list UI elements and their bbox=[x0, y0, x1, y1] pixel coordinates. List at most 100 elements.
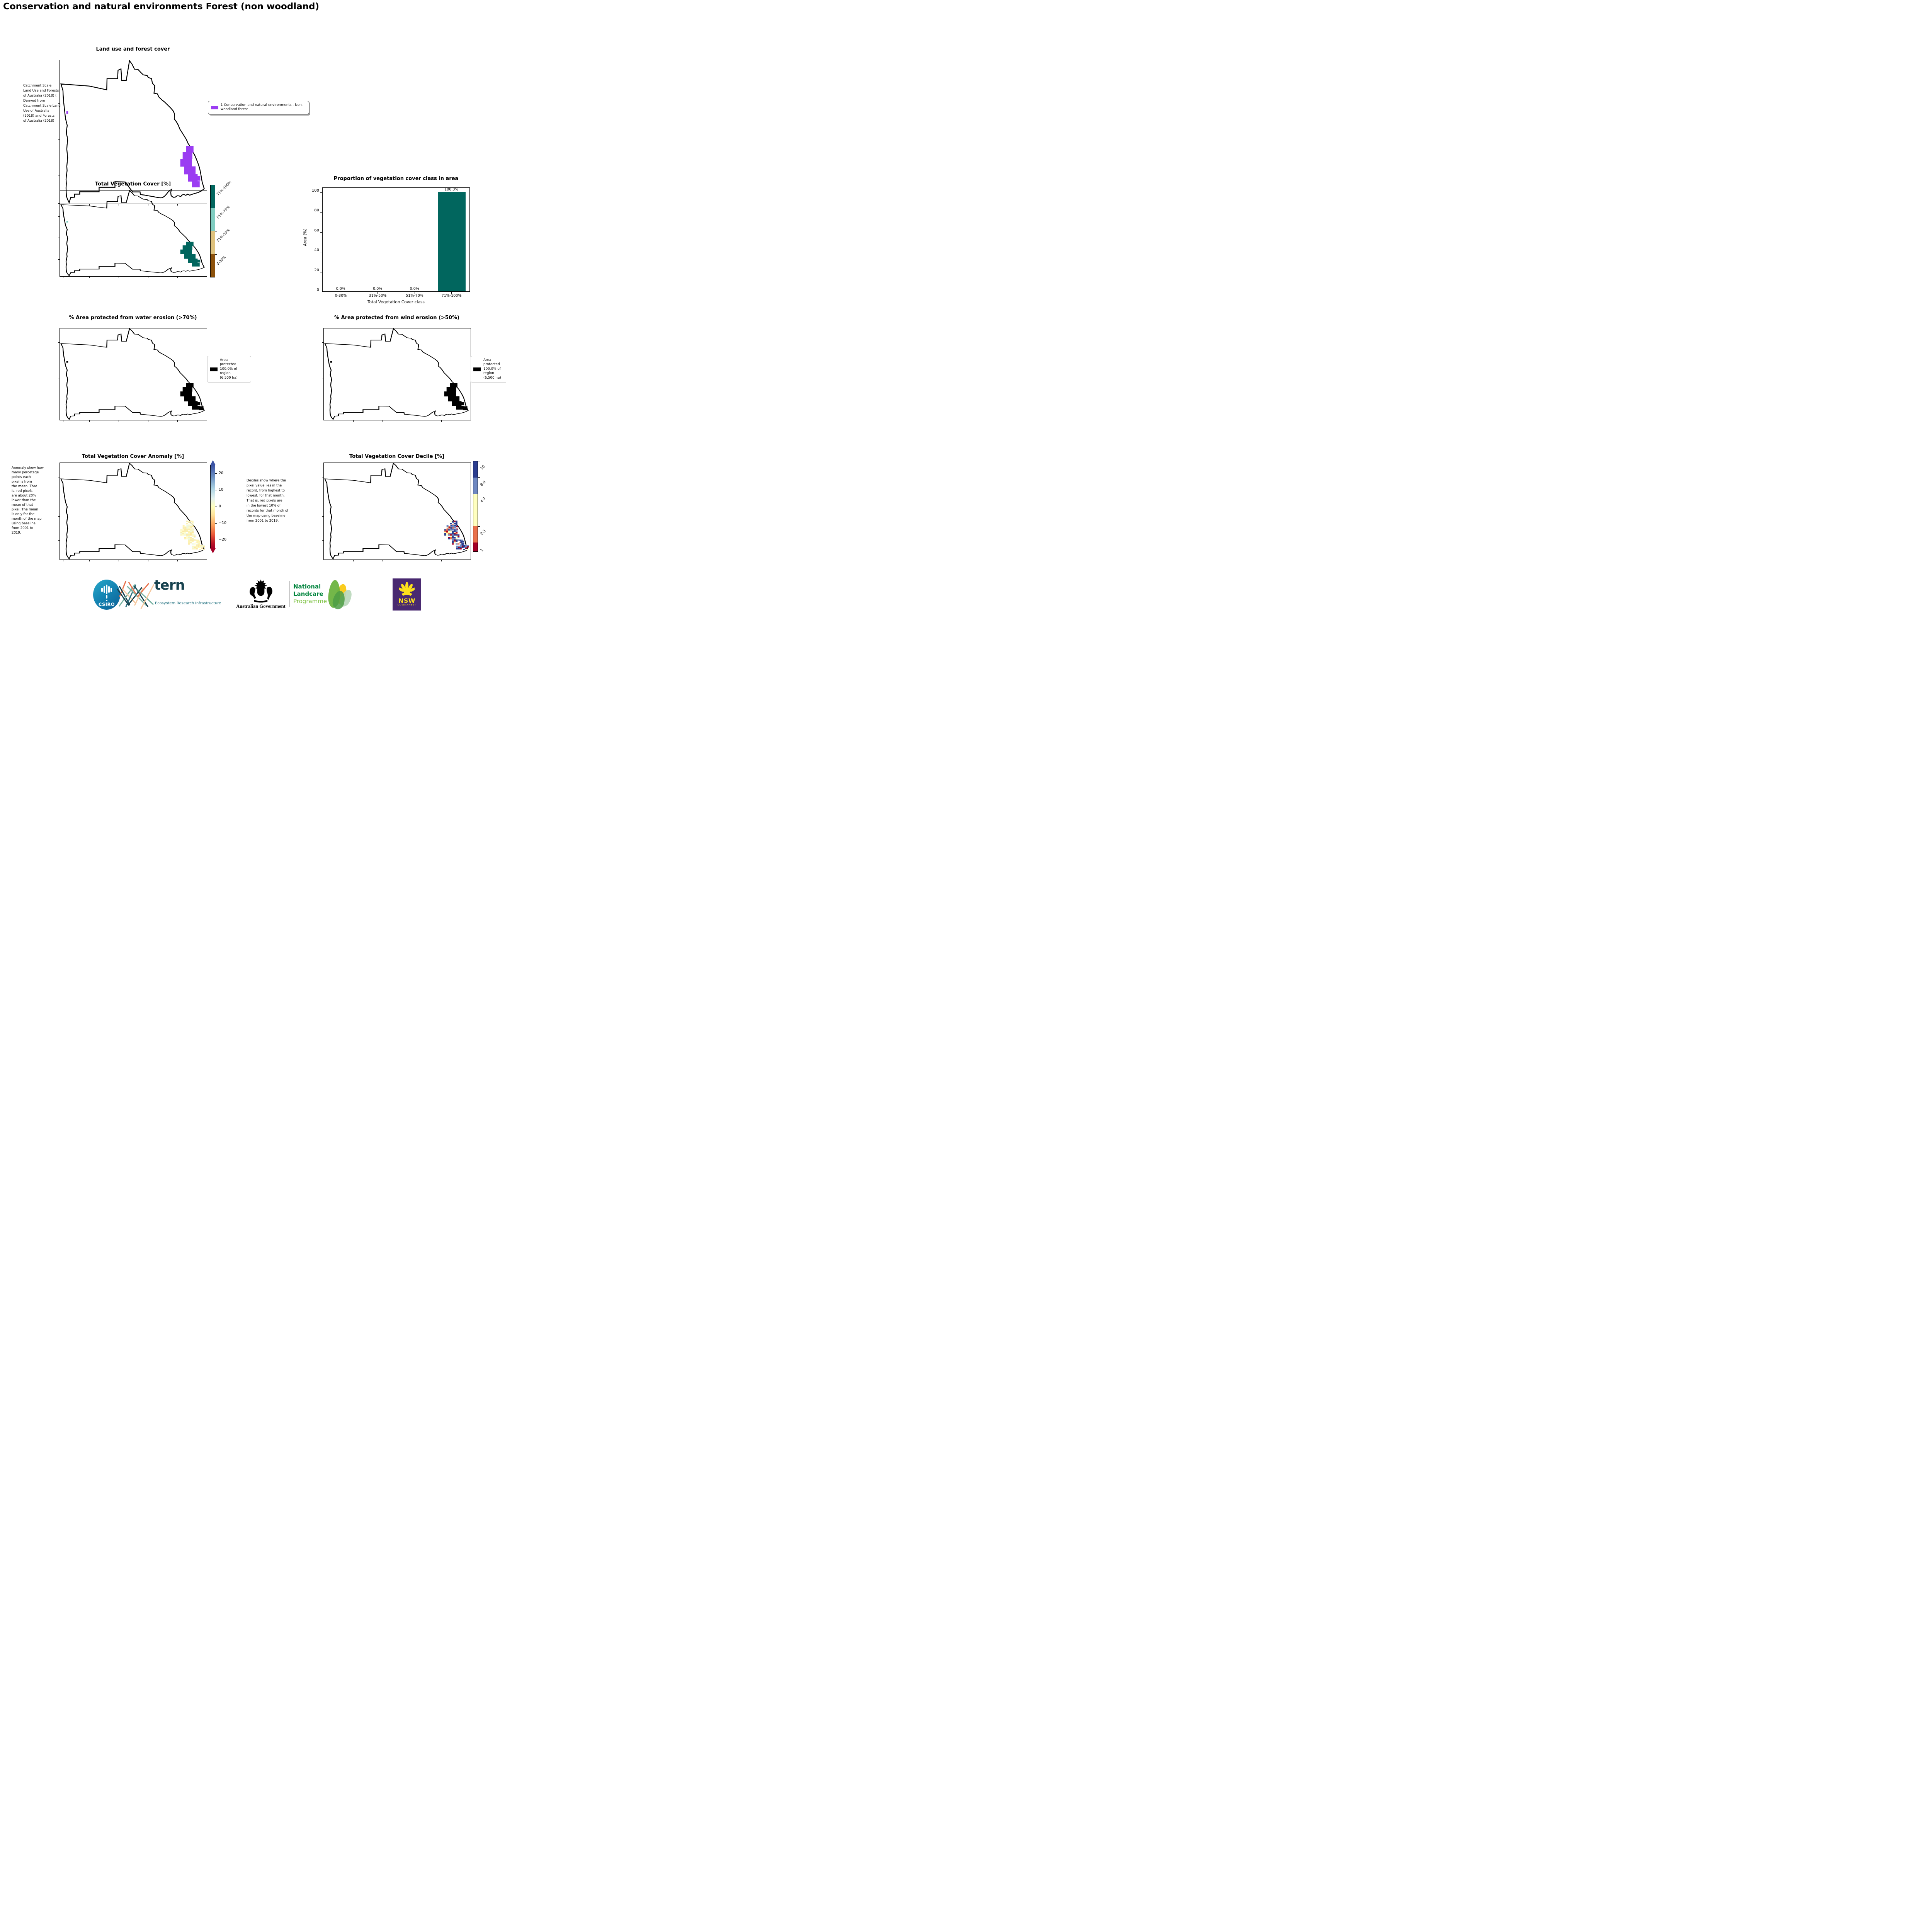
map-region-patch bbox=[180, 249, 192, 254]
map-region-patch bbox=[192, 547, 194, 548]
map-region-patch bbox=[180, 529, 182, 531]
colorbar-segment bbox=[473, 526, 478, 543]
map-region-patch bbox=[186, 520, 188, 522]
map-region-patch bbox=[189, 523, 192, 525]
map-region-patch bbox=[467, 545, 469, 546]
colorbar-segment bbox=[473, 461, 478, 478]
map-region-patch bbox=[186, 383, 194, 388]
map-region-patch bbox=[184, 527, 187, 529]
vegcover-colorbar bbox=[210, 185, 215, 277]
map-region-patch bbox=[192, 529, 194, 531]
map-region-patch bbox=[456, 547, 458, 548]
map-region-patch bbox=[460, 541, 463, 542]
map-region-patch bbox=[459, 546, 462, 547]
map-region-patch bbox=[182, 152, 192, 159]
map-region-patch bbox=[454, 533, 456, 534]
map-region-patch bbox=[194, 548, 196, 549]
landuse-legend: 1 Conservation and natural environments … bbox=[208, 101, 309, 114]
map-region-patch bbox=[446, 527, 449, 529]
map-region-patch bbox=[196, 544, 198, 546]
map-region-patch bbox=[450, 528, 452, 530]
map-region-patch bbox=[184, 538, 186, 539]
wind-erosion-title: % Area protected from wind erosion (>50%… bbox=[334, 315, 459, 321]
anomaly-side-note: Anomaly show how many percetage points e… bbox=[12, 466, 44, 535]
map-region-patch bbox=[450, 523, 452, 525]
map-region-patch bbox=[180, 534, 182, 536]
map-region-patch bbox=[461, 544, 464, 546]
map-region-patch bbox=[188, 526, 190, 527]
map-region-patch bbox=[457, 536, 460, 537]
map-region-patch bbox=[180, 531, 182, 532]
map-region-patch bbox=[463, 549, 465, 550]
map-region-patch bbox=[203, 549, 205, 550]
map-region-patch bbox=[184, 254, 196, 259]
map-region-patch bbox=[454, 539, 456, 541]
catchment-boundary bbox=[60, 190, 205, 276]
map-region-patch bbox=[188, 541, 190, 542]
map-region-patch bbox=[190, 542, 192, 544]
landuse-map-title: Land use and forest cover bbox=[96, 46, 170, 52]
y-axis-label: Area (%) bbox=[303, 228, 308, 246]
map-region-patch bbox=[190, 533, 192, 534]
map-region-patch bbox=[465, 545, 467, 546]
nsw-waratah-icon bbox=[399, 582, 415, 596]
decile-map bbox=[322, 463, 471, 561]
catchment-boundary bbox=[324, 328, 469, 420]
map-region-patch bbox=[454, 527, 456, 529]
map-region-patch bbox=[192, 539, 194, 541]
csiro-wave-icon bbox=[93, 585, 120, 596]
map-region-patch bbox=[453, 520, 456, 522]
map-region-patch bbox=[184, 529, 186, 531]
map-region-patch bbox=[452, 541, 454, 542]
bar-value-label: 100.0% bbox=[444, 187, 459, 192]
map-region-patch bbox=[190, 532, 192, 533]
map-region-patch bbox=[190, 539, 192, 541]
colorbar-tick-label: 8-9 bbox=[480, 480, 487, 487]
map-region-patch bbox=[446, 528, 449, 530]
map-region-patch bbox=[186, 531, 188, 532]
map-region-patch bbox=[66, 221, 68, 223]
map-region-patch bbox=[190, 541, 192, 542]
map-region-patch bbox=[452, 536, 454, 537]
map-region-patch bbox=[184, 533, 186, 534]
map-axis-tick bbox=[58, 103, 60, 104]
map-axis-tick bbox=[89, 277, 90, 278]
map-region-patch bbox=[192, 406, 200, 410]
x-tick-label: 0-30% bbox=[335, 294, 347, 298]
map-region-patch bbox=[182, 527, 185, 529]
map-axis-tick bbox=[322, 516, 323, 517]
map-region-patch bbox=[192, 528, 194, 530]
map-region-patch bbox=[446, 532, 448, 533]
map-region-patch bbox=[188, 536, 190, 537]
colorbar-segment bbox=[211, 254, 215, 277]
water-erosion-legend: Area protected 100.0% of region (6,500 h… bbox=[207, 356, 251, 383]
map-region-patch bbox=[467, 546, 469, 548]
colorbar-tick-label: 1 bbox=[480, 548, 485, 553]
map-region-patch bbox=[450, 526, 452, 527]
map-region-patch bbox=[180, 533, 182, 534]
map-region-patch bbox=[192, 538, 194, 539]
map-region-patch bbox=[452, 533, 454, 534]
map-axis-tick bbox=[177, 560, 178, 561]
map-region-patch bbox=[457, 548, 460, 549]
map-region-patch bbox=[186, 534, 188, 536]
nsw-wordmark: NSW bbox=[398, 597, 416, 604]
map-region-patch bbox=[454, 532, 456, 533]
map-region-patch bbox=[455, 524, 457, 526]
nsw-government-logo: NSW GOVERNMENT bbox=[393, 578, 421, 611]
wind-erosion-map bbox=[322, 328, 471, 422]
map-region-patch bbox=[456, 406, 464, 410]
map-region-patch bbox=[192, 546, 194, 547]
map-region-patch bbox=[197, 544, 200, 546]
map-region-patch bbox=[192, 532, 194, 533]
map-region-patch bbox=[454, 542, 456, 544]
map-region-patch bbox=[456, 528, 458, 530]
map-region-patch bbox=[446, 531, 448, 532]
bar-value-label: 0.0% bbox=[410, 287, 419, 291]
map-region-patch bbox=[456, 541, 458, 542]
tern-subtitle: Ecosystem Research Infrastructure bbox=[155, 601, 221, 605]
anomaly-colorbar bbox=[210, 465, 215, 548]
map-region-patch bbox=[452, 532, 454, 533]
map-axis-tick bbox=[177, 204, 178, 206]
colorbar-tick-label: 0 bbox=[219, 504, 221, 509]
